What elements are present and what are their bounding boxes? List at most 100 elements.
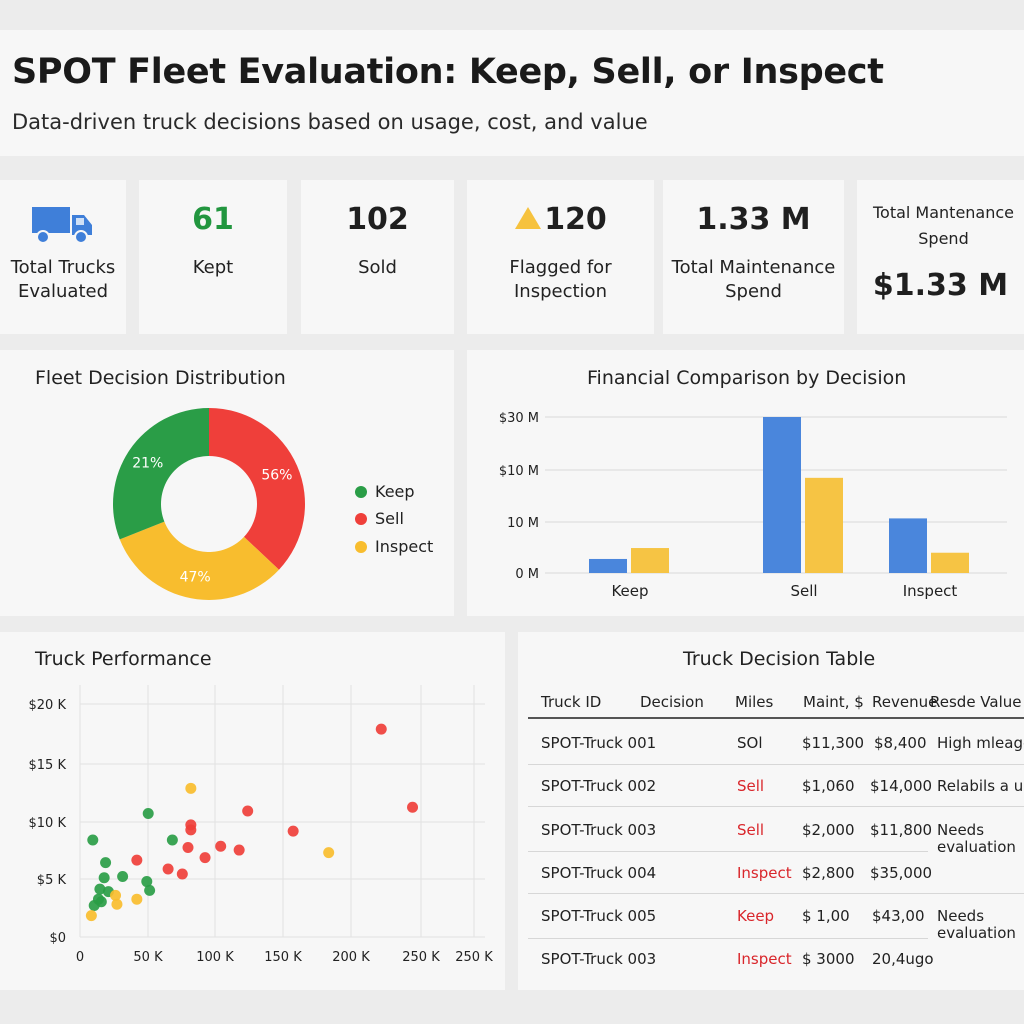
kpi-card-sold: 102 Sold — [301, 180, 454, 334]
kpi-card-maintenance-total: Total Mantenance Spend $1.33 M — [857, 180, 1024, 334]
scatter-point-keep — [98, 872, 110, 884]
kpi-label: Total Maintenance Spend — [671, 257, 836, 302]
col-header-revenue: Revenue — [872, 693, 938, 711]
donut-slice-sell — [209, 408, 305, 570]
performance-title: Truck Performance — [35, 648, 212, 670]
kpi-label: Total Trucks Evaluated — [10, 257, 116, 302]
page-title: SPOT Fleet Evaluation: Keep, Sell, or In… — [12, 52, 884, 92]
scatter-point-keep — [117, 871, 129, 883]
table-cell-id: SPOT-Truck 003 — [541, 821, 657, 839]
table-cell-revenue: $35,000 — [870, 864, 933, 882]
donut-slice-inspect — [119, 521, 279, 600]
bar-chart: 0 M 10 M $10 M $30 M Keep Sell Inspect — [499, 411, 1007, 600]
bar-y-tick-label: $10 M — [499, 464, 539, 479]
kpi-card-total-trucks: Total Trucks Evaluated — [0, 180, 126, 334]
bar-x-tick-label: Keep — [611, 582, 648, 600]
scatter-y-tick-label: $0 — [49, 931, 66, 946]
table-cell-id: SPOT-Truck 005 — [541, 907, 657, 925]
bar-keep-series-2 — [631, 548, 669, 573]
financial-title: Financial Comparison by Decision — [587, 367, 907, 389]
table-header-divider — [528, 717, 1024, 719]
kpi-value-row: 120 — [467, 202, 654, 237]
donut-slice-keep — [112, 408, 209, 540]
table-cell-revenue: $14,000 — [870, 777, 933, 795]
table-cell-revenue: $8,400 — [874, 734, 927, 752]
distribution-title: Fleet Decision Distribution — [35, 367, 286, 389]
col-header-decision: Decision — [640, 693, 704, 711]
scatter-y-tick-label: $15 K — [29, 758, 67, 773]
table-cell-decision: Sell — [737, 777, 765, 795]
table-cell-resale-line2: evaluation — [937, 924, 1016, 942]
table-cell-id: SPOT-Truck 003 — [541, 950, 657, 968]
scatter-point-sell — [199, 852, 211, 864]
scatter-point-sell — [215, 840, 227, 852]
scatter-point-inspect — [323, 847, 335, 859]
table-row-divider — [528, 851, 928, 852]
kpi-value: 102 — [346, 202, 409, 237]
bar-y-tick-label: 0 M — [515, 567, 539, 582]
legend-inspect: Inspect — [355, 537, 433, 556]
bar-y-tick-label: $30 M — [499, 411, 539, 426]
legend-sell: Sell — [355, 509, 404, 528]
table-cell-resale: Needs — [937, 821, 985, 839]
scatter-y-tick-label: $10 K — [29, 816, 67, 831]
table-panel — [518, 632, 1024, 990]
kpi-value: 61 — [192, 202, 234, 237]
scatter-point-sell — [407, 801, 419, 813]
kpi-label: Flagged for Inspection — [509, 257, 612, 302]
scatter-x-tick-label: 150 K — [264, 950, 302, 965]
table-row-divider — [528, 938, 928, 939]
legend-label: Keep — [375, 482, 415, 501]
legend-label: Sell — [375, 509, 404, 528]
legend-keep: Keep — [355, 482, 415, 501]
bar-inspect-series-2 — [931, 552, 969, 573]
scatter-x-tick-label: 100 K — [196, 950, 234, 965]
scatter-point-sell — [233, 844, 245, 856]
scatter-y-tick-label: $5 K — [37, 873, 67, 888]
legend-dot-inspect — [355, 540, 367, 553]
scatter-point-keep — [166, 834, 178, 846]
table-cell-maint: $ 1,00 — [802, 907, 850, 925]
kpi-value: 120 — [544, 202, 607, 237]
table-cell-revenue: $11,800 — [870, 821, 933, 839]
table-cell-maint: $11,300 — [802, 734, 865, 752]
bar-sell-series-1 — [763, 417, 801, 573]
scatter-chart: 0 50 K 100 K 150 K 200 K 250 K 250 K $0 $5 K $10 … — [29, 685, 493, 965]
scatter-point-keep — [141, 876, 153, 888]
kpi-label: Sold — [358, 257, 397, 278]
table-row-divider — [528, 893, 1024, 894]
page-subtitle: Data-driven truck decisions based on usa… — [12, 110, 648, 134]
col-header-miles: Miles — [735, 693, 774, 711]
legend-dot-sell — [355, 512, 367, 525]
donut-label-inspect: 47% — [180, 570, 211, 586]
kpi-value: 1.33 M — [696, 202, 811, 237]
scatter-point-inspect — [110, 889, 122, 901]
scatter-point-keep — [95, 896, 107, 908]
kpi-card-flagged: 120 Flagged for Inspection — [467, 180, 654, 334]
table-cell-resale: Relabils a us — [937, 777, 1024, 795]
bar-sell-series-2 — [805, 477, 843, 573]
scatter-point-sell — [182, 842, 194, 854]
table-cell-decision: SOl — [737, 734, 763, 752]
legend-dot-keep — [355, 485, 367, 498]
table-cell-resale: Needs — [937, 907, 985, 925]
col-header-truck-id: Truck ID — [541, 693, 602, 711]
header-panel — [0, 30, 1024, 156]
table-cell-decision: Keep — [737, 907, 775, 925]
bar-inspect-series-1 — [889, 518, 927, 573]
scatter-x-tick-label: 250 K — [455, 950, 493, 965]
kpi-card-kept: 61 Kept — [139, 180, 287, 334]
table-cell-id: SPOT-Truck 004 — [541, 864, 657, 882]
col-header-resale: Resde Value — [930, 693, 1022, 711]
table-row-divider — [528, 806, 1024, 807]
scatter-point-inspect — [131, 893, 143, 905]
table-cell-resale-line2: evaluation — [937, 838, 1016, 856]
truck-icon — [32, 207, 92, 244]
bar-x-tick-label: Sell — [790, 582, 817, 600]
donut-label-keep: 21% — [132, 455, 163, 471]
table-title: Truck Decision Table — [683, 648, 876, 670]
table-cell-id: SPOT-Truck 001 — [541, 734, 657, 752]
scatter-point-sell — [185, 824, 197, 836]
scatter-point-keep — [94, 883, 106, 895]
scatter-point-inspect — [85, 910, 97, 922]
